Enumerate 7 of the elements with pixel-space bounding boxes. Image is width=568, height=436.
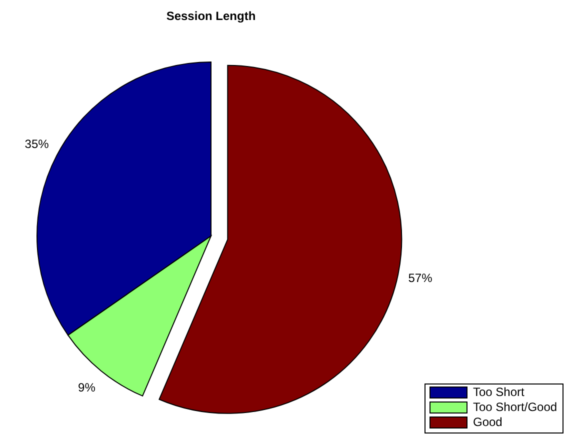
legend-label: Too Short/Good [473, 400, 558, 414]
legend-label: Good [473, 415, 502, 430]
chart-title: Session Length [166, 9, 256, 23]
legend-label: Too Short [473, 385, 526, 400]
data-label: 35% [24, 137, 50, 152]
data-label: 57% [408, 271, 433, 286]
data-label: 9% [78, 380, 96, 395]
